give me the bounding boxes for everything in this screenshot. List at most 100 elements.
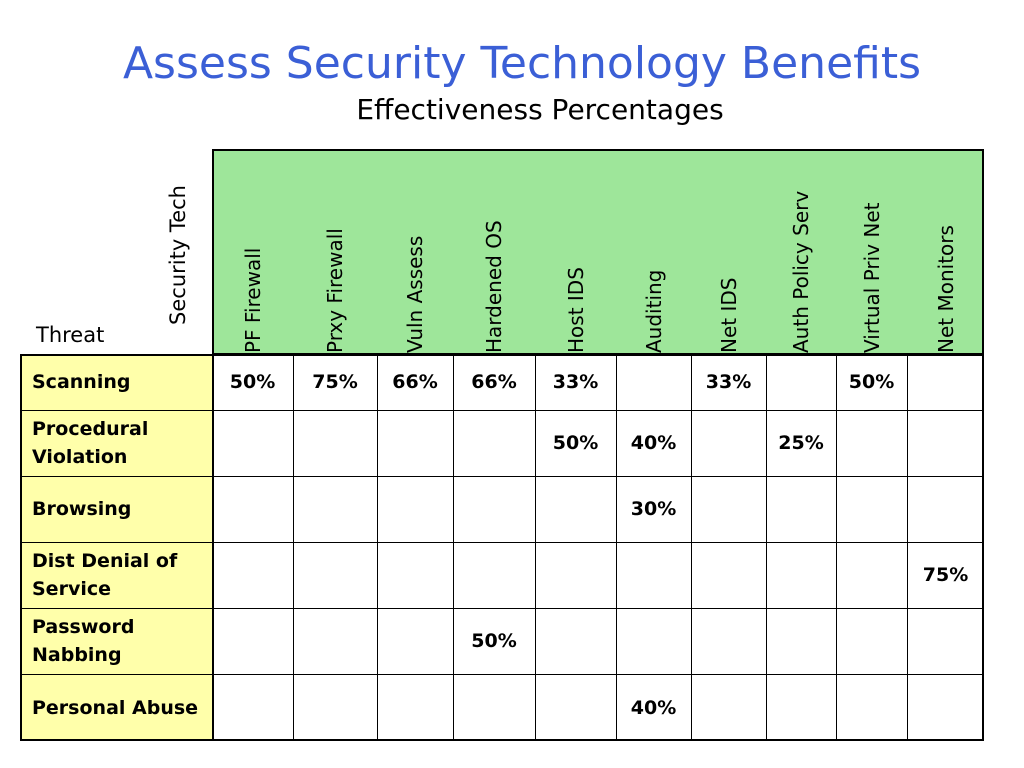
table-cell: 50% [229, 371, 276, 393]
column-header: Vuln Assess [377, 149, 453, 355]
table-cell [212, 476, 293, 542]
table-cell [535, 608, 616, 674]
table-cell [616, 354, 691, 410]
table-cell [293, 542, 377, 608]
table-cell [907, 410, 984, 476]
table-cell [212, 410, 293, 476]
table-cell [377, 674, 453, 741]
table-cell [616, 608, 691, 674]
table-cell [377, 410, 453, 476]
column-header: Host IDS [535, 149, 616, 355]
column-header: Prxy Firewall [293, 149, 377, 355]
row-label: Browsing [32, 498, 132, 520]
column-header: PF Firewall [212, 149, 293, 355]
table-cell [766, 476, 836, 542]
column-divider [907, 354, 908, 741]
column-header: Net Monitors [907, 149, 984, 355]
table-cell: 50% [471, 630, 517, 652]
column-divider [616, 354, 617, 741]
table-cell: 75% [312, 371, 358, 393]
table-cell [535, 674, 616, 741]
column-header-label: Hardened OS [482, 220, 506, 353]
table-cell [377, 476, 453, 542]
column-header-label: Net Monitors [933, 225, 958, 353]
column-header-label: Virtual Priv Net [859, 202, 884, 354]
effectiveness-table: PF Firewall Prxy Firewall Vuln Assess Harde… [20, 149, 984, 741]
table-cell [377, 608, 453, 674]
column-header: Net IDS [691, 149, 766, 355]
table-cell [907, 476, 984, 542]
column-divider [836, 354, 837, 741]
table-cell [293, 608, 377, 674]
column-divider [535, 354, 536, 741]
column-divider [377, 354, 378, 741]
table-cell [836, 476, 907, 542]
column-header-label: Vuln Assess [403, 235, 427, 353]
table-cell [453, 542, 535, 608]
table-cell [836, 608, 907, 674]
column-divider [691, 354, 692, 741]
technology-header-row [212, 149, 984, 355]
table-cell: 66% [471, 371, 517, 393]
table-cell [293, 476, 377, 542]
table-cell [766, 354, 836, 410]
table-cell: 50% [848, 371, 895, 393]
column-header: Auth Policy Serv [766, 149, 836, 355]
column-divider [766, 354, 767, 741]
row-label: Procedural Violation [32, 418, 149, 468]
table-cell [453, 674, 535, 741]
table-cell [293, 674, 377, 741]
table-cell [453, 410, 535, 476]
threat-label-column [20, 354, 214, 741]
row-divider [20, 410, 984, 411]
row-label: Password Nabbing [32, 616, 135, 666]
column-divider [293, 354, 294, 741]
table-cell [836, 674, 907, 741]
table-cell: 40% [630, 696, 677, 719]
row-divider [20, 674, 984, 675]
table-cell [836, 542, 907, 608]
table-cell [377, 542, 453, 608]
row-divider [20, 608, 984, 609]
table-cell [836, 410, 907, 476]
column-header-label: Prxy Firewall [323, 228, 347, 353]
table-cell [691, 410, 766, 476]
row-divider [20, 476, 984, 477]
column-header-label: PF Firewall [240, 247, 265, 353]
table-cell [212, 608, 293, 674]
table-cell [616, 542, 691, 608]
column-header-label: Auditing [641, 269, 666, 353]
column-header: Auditing [616, 149, 691, 355]
row-divider [20, 542, 984, 543]
table-cell [691, 608, 766, 674]
slide-subtitle: Effectiveness Percentages [356, 93, 724, 126]
table-cell: 33% [552, 371, 599, 393]
table-cell [535, 476, 616, 542]
table-cell [766, 542, 836, 608]
row-label: Dist Denial of Service [32, 550, 178, 600]
threat-axis-label: Threat [36, 323, 105, 347]
table-cell [907, 608, 984, 674]
slide-title: Assess Security Technology Benefits [122, 38, 922, 89]
table-cell [453, 476, 535, 542]
table-cell: 25% [778, 432, 824, 454]
table-cell: 66% [392, 371, 438, 393]
table-body [212, 354, 984, 741]
column-divider [453, 354, 454, 741]
table-cell: 40% [630, 432, 677, 454]
table-cell [293, 410, 377, 476]
table-cell [766, 608, 836, 674]
table-cell: 75% [922, 564, 969, 586]
table-cell [691, 476, 766, 542]
table-cell [212, 542, 293, 608]
table-cell [766, 674, 836, 741]
column-header: Hardened OS [453, 149, 535, 355]
table-cell [691, 674, 766, 741]
row-label: Scanning [32, 371, 131, 393]
column-header-label: Net IDS [716, 277, 741, 353]
column-header-label: Host IDS [563, 267, 588, 353]
table-cell [691, 542, 766, 608]
column-header: Virtual Priv Net [836, 149, 907, 355]
table-cell: 33% [705, 371, 752, 393]
table-cell: 30% [630, 498, 677, 520]
